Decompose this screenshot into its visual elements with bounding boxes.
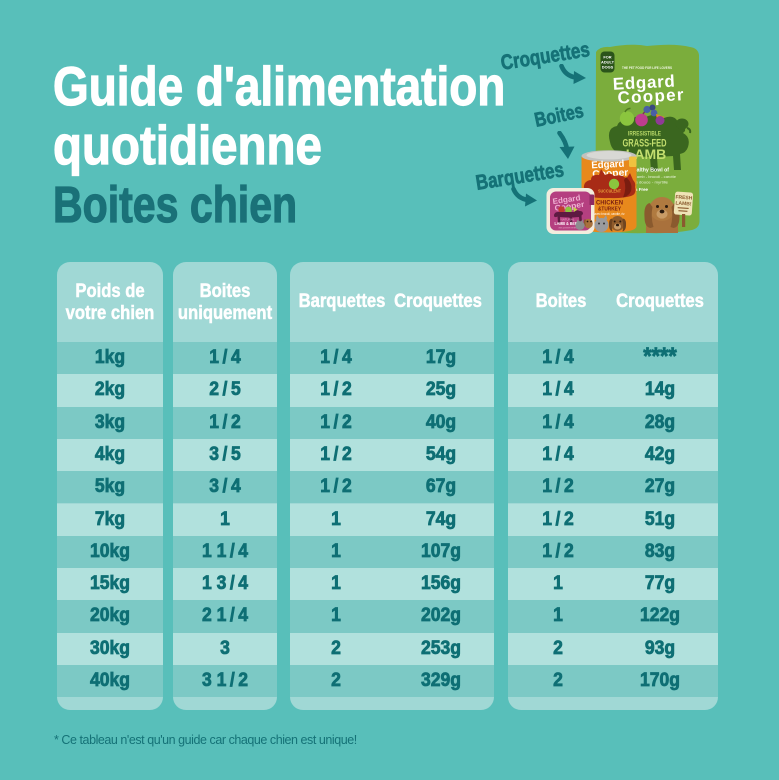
svg-text:grass-fed lamb - brocoli - car: grass-fed lamb - brocoli - carotte [618, 174, 677, 179]
svg-text:NATURAL: NATURAL [561, 218, 575, 222]
svg-text:LAMB!: LAMB! [675, 200, 692, 207]
svg-text:SUCCULENT: SUCCULENT [598, 189, 621, 194]
svg-text:IRRESISTIBLE: IRRESISTIBLE [628, 131, 661, 138]
svg-text:FOR: FOR [603, 55, 611, 60]
svg-text:GRASS-FED: GRASS-FED [623, 138, 667, 150]
svg-text:DOGS: DOGS [602, 65, 614, 70]
svg-text:ADULT: ADULT [601, 60, 615, 65]
svg-text:Grain Free: Grain Free [626, 187, 648, 192]
svg-text:Edgard: Edgard [591, 159, 625, 172]
svg-text:LAMB & BEEF: LAMB & BEEF [555, 221, 580, 226]
svg-text:&TURKEY: &TURKEY [598, 207, 621, 213]
svg-text:Edgard: Edgard [552, 193, 581, 206]
svg-text:Edgard: Edgard [612, 72, 675, 94]
svg-text:A Healthy Bowl of: A Healthy Bowl of [625, 168, 669, 174]
svg-text:FRESH: FRESH [675, 194, 693, 201]
svg-text:Cooper: Cooper [617, 85, 684, 107]
svg-text:CHICKEN: CHICKEN [596, 200, 623, 207]
svg-text:THE PET FOOD FOR LIFE LOVERS: THE PET FOOD FOR LIFE LOVERS [622, 66, 672, 70]
svg-text:avec pommes vertes: avec pommes vertes [559, 226, 578, 230]
svg-text:patate douce - myrtille: patate douce - myrtille [626, 180, 669, 185]
svg-text:avec brocoli, carotte, riz: avec brocoli, carotte, riz [595, 212, 625, 216]
